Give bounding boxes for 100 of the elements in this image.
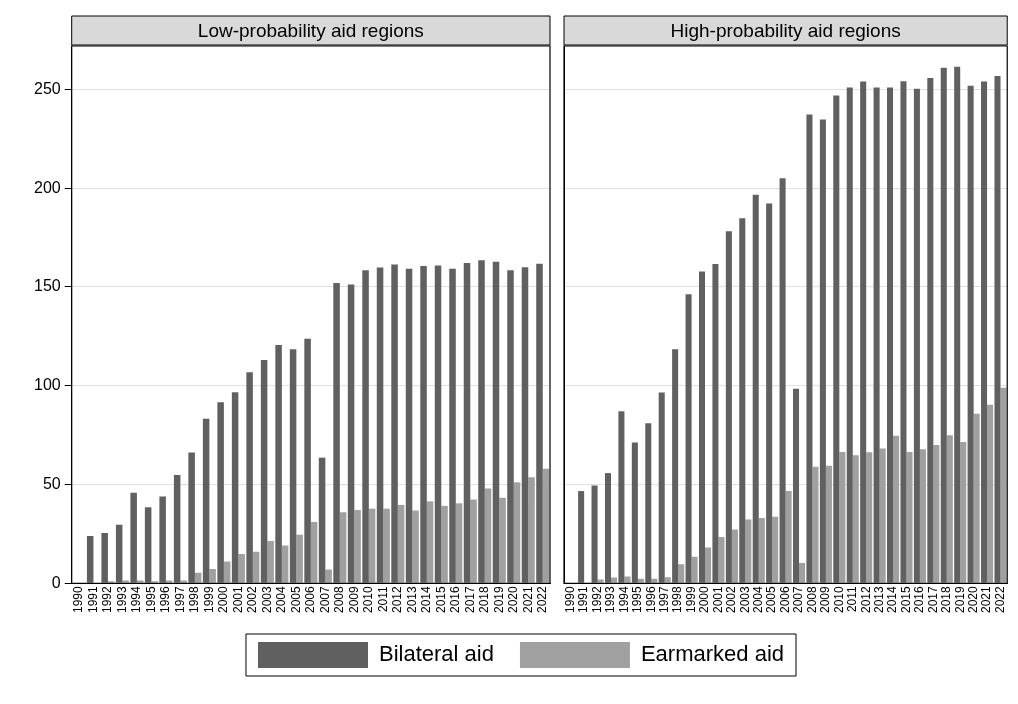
bar <box>521 267 529 583</box>
bar <box>604 473 612 583</box>
bar <box>391 264 398 583</box>
bar <box>812 466 819 583</box>
x-tick-label: 2016 <box>448 585 463 614</box>
bar <box>1000 387 1007 583</box>
bar <box>591 485 598 583</box>
legend-label: Earmarked aid <box>640 641 785 667</box>
x-tick-label: 2005 <box>288 585 303 614</box>
x-tick-label: 2005 <box>764 585 779 614</box>
y-tick-label: 50 <box>42 474 61 492</box>
x-tick-label: 1990 <box>71 585 86 614</box>
bar <box>180 580 187 583</box>
x-tick-label: 2004 <box>274 585 289 614</box>
bar <box>873 87 880 583</box>
y-tick-label: 100 <box>33 376 61 394</box>
bar <box>542 468 550 583</box>
bar <box>658 392 665 583</box>
bar <box>678 564 685 583</box>
x-tick-label: 1992 <box>100 585 115 614</box>
x-tick-label: 2010 <box>831 585 846 614</box>
bar <box>691 556 698 583</box>
x-tick-label: 2006 <box>777 585 792 614</box>
bar <box>960 442 967 583</box>
x-tick-label: 2019 <box>491 585 506 614</box>
x-tick-label: 2003 <box>259 585 274 614</box>
x-tick-label: 1995 <box>630 585 645 614</box>
bar <box>839 451 846 583</box>
bar <box>354 510 361 583</box>
bar <box>499 497 506 583</box>
x-tick-label: 1999 <box>201 585 216 614</box>
bar <box>246 372 253 583</box>
bar <box>611 577 618 583</box>
x-tick-label: 2020 <box>506 585 521 614</box>
bar <box>785 491 792 583</box>
x-tick-label: 1994 <box>129 585 144 614</box>
bar <box>731 529 738 583</box>
x-tick-label: 2001 <box>710 585 725 614</box>
bar <box>536 263 543 583</box>
bar <box>383 508 390 583</box>
bar <box>275 345 282 583</box>
bar <box>772 516 779 583</box>
bar <box>470 499 477 583</box>
y-tick-label: 250 <box>33 79 61 97</box>
x-tick-label: 2007 <box>317 585 332 614</box>
x-tick-label: 2022 <box>992 585 1007 614</box>
bar <box>484 488 492 583</box>
bar <box>310 522 318 583</box>
bar <box>887 87 894 583</box>
bar <box>860 81 867 583</box>
bar <box>879 448 886 583</box>
bar <box>304 338 311 583</box>
bar <box>223 561 231 583</box>
x-tick-label: 2002 <box>724 585 739 614</box>
y-tick-label: 0 <box>51 573 61 591</box>
x-tick-label: 2014 <box>885 585 900 614</box>
bar <box>412 510 419 583</box>
x-tick-label: 2014 <box>419 585 434 614</box>
x-tick-label: 1997 <box>172 585 187 614</box>
bar <box>954 66 961 583</box>
bar <box>238 554 245 583</box>
x-tick-label: 1991 <box>85 585 100 614</box>
x-tick-label: 1992 <box>589 585 604 614</box>
bar <box>819 119 826 583</box>
bar <box>698 271 706 583</box>
bar <box>492 261 500 583</box>
bar <box>318 457 326 583</box>
x-tick-label: 2000 <box>216 585 231 614</box>
chart-title: Low-probability aid regions <box>197 19 424 41</box>
bar <box>685 294 692 583</box>
bar <box>766 203 773 583</box>
bar <box>793 388 800 583</box>
x-tick-label: 1993 <box>603 585 618 614</box>
x-tick-label: 2012 <box>858 585 873 614</box>
x-tick-label: 2011 <box>375 585 390 613</box>
legend-label: Bilateral aid <box>378 641 494 667</box>
bar <box>463 263 471 583</box>
bar <box>725 231 732 583</box>
bar <box>188 452 195 583</box>
bar <box>718 537 725 583</box>
bar <box>202 418 210 583</box>
bar <box>507 270 514 583</box>
bar <box>333 283 340 583</box>
x-tick-label: 2002 <box>245 585 260 614</box>
bar <box>900 81 907 583</box>
x-tick-label: 2017 <box>462 585 477 614</box>
x-tick-label: 2022 <box>535 585 550 614</box>
x-tick-label: 2015 <box>433 585 448 614</box>
y-tick-label: 150 <box>33 277 61 295</box>
bar <box>739 218 746 583</box>
bar <box>987 404 994 583</box>
bar <box>624 576 631 583</box>
bar <box>449 268 456 583</box>
x-tick-label: 2007 <box>791 585 806 614</box>
x-tick-label: 2013 <box>404 585 419 614</box>
bar <box>866 452 873 583</box>
bar <box>528 477 535 583</box>
x-tick-label: 2012 <box>390 585 405 614</box>
bar <box>347 284 355 583</box>
bar <box>852 455 859 583</box>
